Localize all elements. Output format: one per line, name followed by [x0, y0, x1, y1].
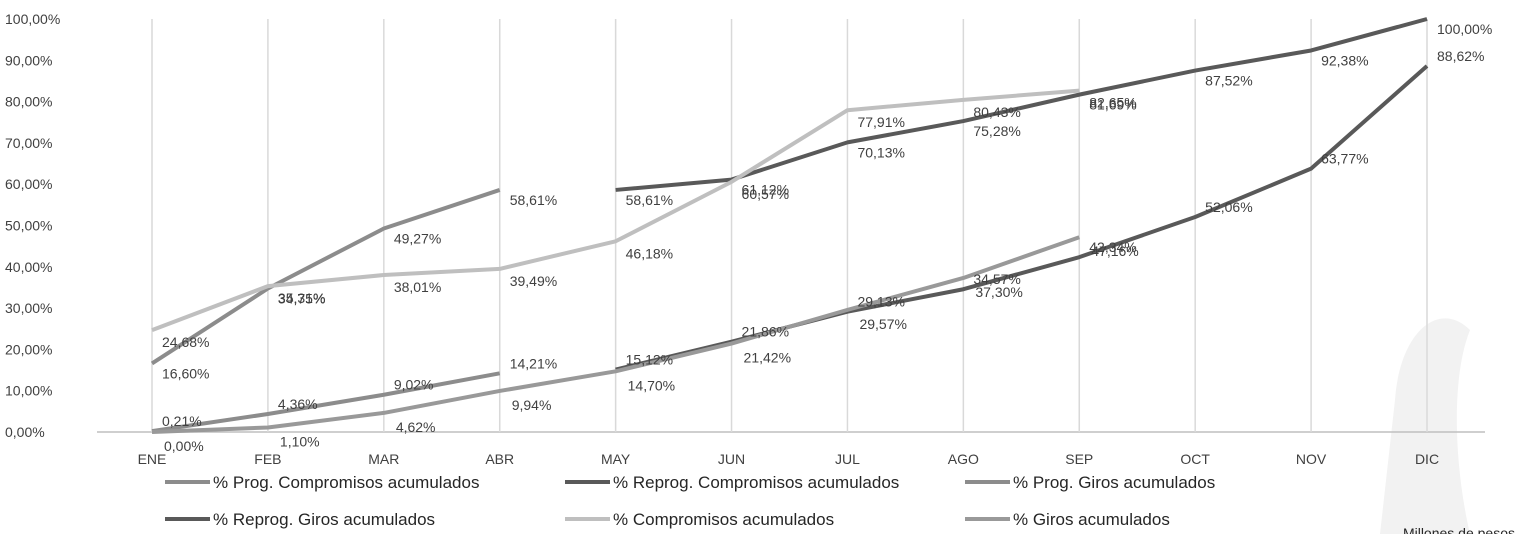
y-tick-label: 70,00% — [5, 135, 52, 151]
x-tick-label: OCT — [1180, 451, 1210, 467]
legend-label: % Giros acumulados — [1013, 510, 1170, 529]
series-line — [615, 17, 1428, 192]
x-tick-label: ABR — [485, 451, 514, 467]
y-tick-label: 0,00% — [5, 424, 45, 440]
data-label: 16,60% — [162, 365, 209, 381]
x-tick-label: ENE — [138, 451, 167, 467]
data-label: 0,00% — [164, 438, 204, 454]
y-tick-label: 90,00% — [5, 52, 52, 68]
y-tick-label: 10,00% — [5, 383, 52, 399]
data-label: 4,36% — [278, 396, 318, 412]
x-tick-label: SEP — [1065, 451, 1093, 467]
data-label: 60,57% — [742, 186, 789, 202]
data-label: 52,06% — [1205, 199, 1252, 215]
data-label: 47,16% — [1091, 243, 1138, 259]
data-label: 15,12% — [626, 352, 673, 368]
x-tick-label: AGO — [948, 451, 979, 467]
series-line — [150, 188, 501, 366]
legend-label: % Prog. Compromisos acumulados — [213, 473, 479, 492]
data-label: 21,42% — [744, 350, 791, 366]
data-label: 58,61% — [626, 192, 673, 208]
data-label: 61,12% — [742, 182, 789, 198]
data-label: 9,94% — [512, 397, 552, 413]
data-label: 4,62% — [396, 419, 436, 435]
data-label: 35,31% — [278, 290, 325, 306]
data-label: 80,43% — [973, 104, 1020, 120]
data-label: 14,70% — [628, 377, 675, 393]
data-label: 42,34% — [1089, 239, 1136, 255]
data-label: 1,10% — [280, 433, 320, 449]
data-label: 100,00% — [1437, 21, 1492, 37]
legend-label: % Reprog. Giros acumulados — [213, 510, 435, 529]
data-label: 9,02% — [394, 377, 434, 393]
data-label: 88,62% — [1437, 48, 1484, 64]
data-label: 37,30% — [975, 284, 1022, 300]
data-label: 38,01% — [394, 279, 441, 295]
data-label: 46,18% — [626, 245, 673, 261]
series-line — [151, 235, 1080, 434]
data-label: 34,75% — [278, 290, 325, 306]
y-tick-label: 20,00% — [5, 341, 52, 357]
x-tick-label: MAR — [368, 451, 399, 467]
note: Millones de pesos — [1403, 525, 1515, 534]
x-tick-label: NOV — [1296, 451, 1327, 467]
data-label: 49,27% — [394, 231, 441, 247]
x-tick-label: JUL — [835, 451, 860, 467]
data-label: 0,21% — [162, 413, 202, 429]
y-tick-label: 100,00% — [5, 11, 60, 27]
data-label: 81,69% — [1089, 97, 1136, 113]
x-tick-label: DIC — [1415, 451, 1439, 467]
data-label: 29,13% — [857, 294, 904, 310]
data-label: 21,86% — [742, 324, 789, 340]
legend-label: % Compromisos acumulados — [613, 510, 834, 529]
data-label: 77,91% — [857, 114, 904, 130]
data-label: 75,28% — [973, 123, 1020, 139]
data-label: 63,77% — [1321, 151, 1368, 167]
y-tick-label: 60,00% — [5, 176, 52, 192]
x-tick-label: FEB — [254, 451, 281, 467]
legend-label: % Prog. Giros acumulados — [1013, 473, 1215, 492]
x-tick-label: JUN — [718, 451, 745, 467]
y-tick-label: 80,00% — [5, 94, 52, 110]
data-label: 34,57% — [973, 271, 1020, 287]
x-tick-label: MAY — [601, 451, 631, 467]
y-tick-label: 40,00% — [5, 259, 52, 275]
y-tick-label: 30,00% — [5, 300, 52, 316]
y-tick-label: 50,00% — [5, 218, 52, 234]
data-label: 29,57% — [859, 316, 906, 332]
watermark — [1380, 318, 1470, 534]
data-label: 70,13% — [857, 144, 904, 160]
series-line — [151, 371, 501, 434]
data-label: 58,61% — [510, 192, 557, 208]
data-label: 87,52% — [1205, 73, 1252, 89]
series-line — [615, 64, 1429, 372]
data-label: 39,49% — [510, 273, 557, 289]
data-label: 24,68% — [162, 334, 209, 350]
series-line — [151, 88, 1080, 332]
data-label: 92,38% — [1321, 52, 1368, 68]
legend-label: % Reprog. Compromisos acumulados — [613, 473, 899, 492]
data-label: 82,65% — [1089, 95, 1136, 111]
data-label: 14,21% — [510, 355, 557, 371]
